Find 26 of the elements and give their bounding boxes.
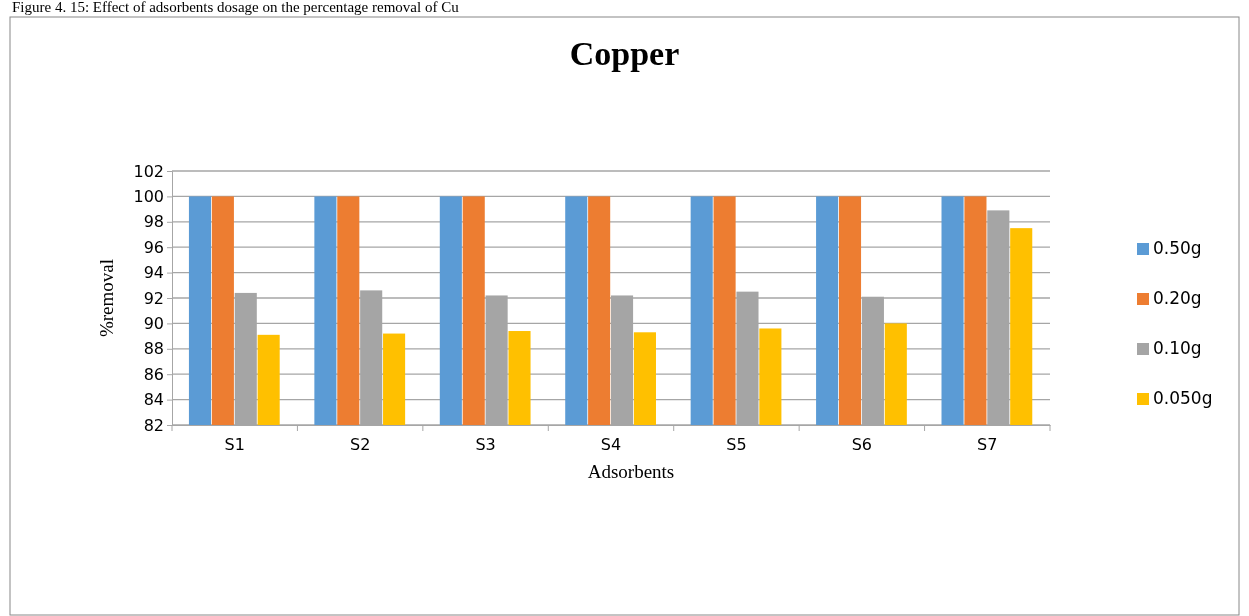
caption: Figure 4. 15: Effect of adsorbents dosage on the percentage removal of Cu <box>12 0 460 15</box>
x-tick-label: S4 <box>600 435 622 455</box>
legend-label: 0.10g <box>1153 338 1202 358</box>
y-tick-label: 86 <box>143 364 164 384</box>
x-tick-label: S6 <box>851 435 873 455</box>
x-axis-title: Adsorbents <box>587 461 675 482</box>
y-tick-label: 100 <box>133 187 164 207</box>
x-tick-label: S3 <box>475 435 496 455</box>
y-tick-label: 92 <box>143 288 164 308</box>
y-tick-label: 82 <box>143 415 164 435</box>
legend-label: 0.050g <box>1153 388 1213 408</box>
y-tick-label: 88 <box>143 339 164 359</box>
y-tick-label: 102 <box>133 161 164 181</box>
y-tick-label: 98 <box>143 212 164 232</box>
y-axis-title: %removal <box>96 258 117 338</box>
x-tick-label: S1 <box>224 435 245 455</box>
y-tick-label: 94 <box>143 263 164 283</box>
legend-label: 0.50g <box>1153 238 1202 258</box>
y-tick-label: 96 <box>143 237 164 257</box>
legend-label: 0.20g <box>1153 288 1202 308</box>
y-tick-label: 84 <box>143 390 164 410</box>
x-tick-label: S7 <box>977 435 998 455</box>
y-tick-label: 90 <box>143 314 164 334</box>
x-tick-label: S2 <box>349 435 371 455</box>
x-tick-label: S5 <box>726 435 747 455</box>
chart-title: Copper <box>569 35 680 72</box>
